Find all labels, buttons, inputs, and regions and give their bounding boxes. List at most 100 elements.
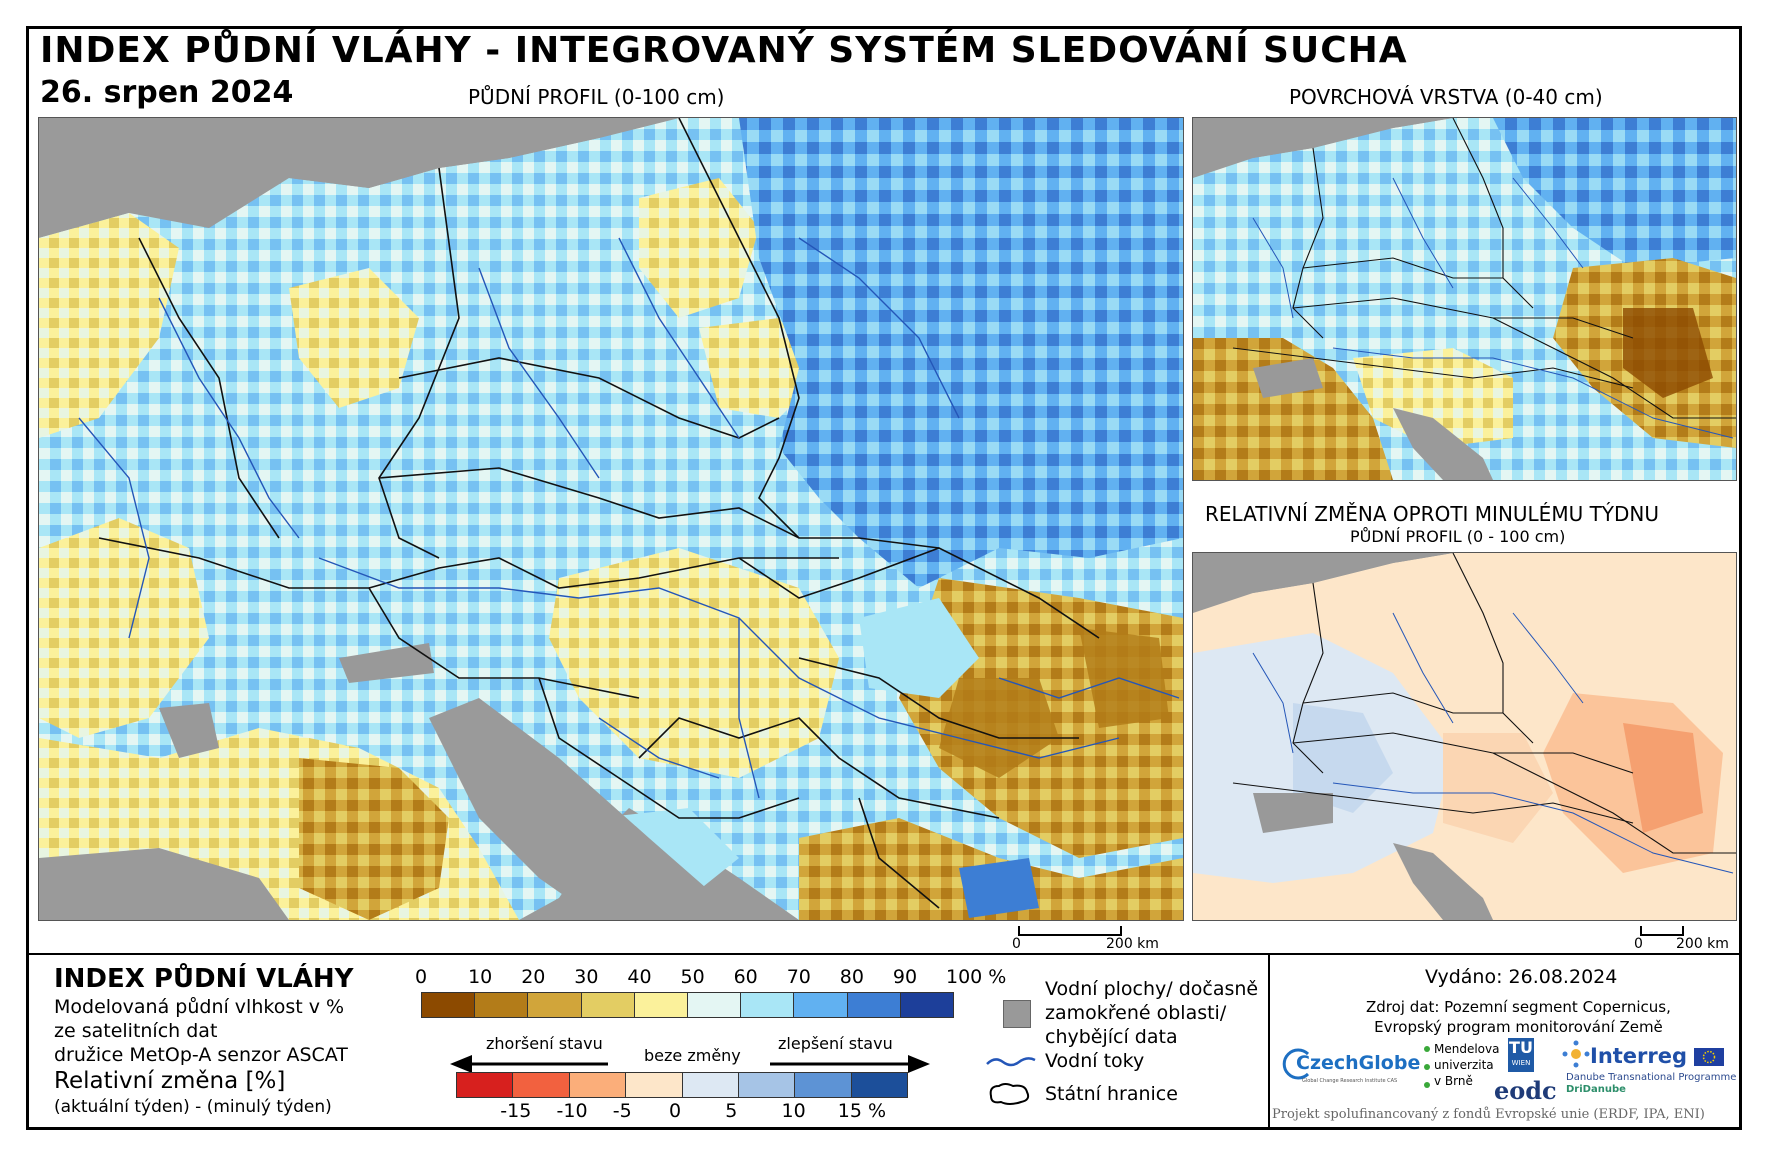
worse-arrow-icon [450,1055,608,1073]
river-line-icon [986,1057,1036,1067]
scalebar-end: 200 km [1676,936,1729,952]
tick-label: 90 [892,966,918,988]
tick-label: -10 [556,1100,588,1122]
change-tick-labels: -15 -10 -5 0 5 10 15 % [456,1100,936,1124]
source-line-2: Evropský program monitorování Země [1374,1018,1663,1036]
border-outline-icon [989,1083,1030,1105]
page-title: INDEX PŮDNÍ VLÁHY - INTEGROVANÝ SYSTÉM S… [40,30,1408,71]
relative-change-map [1192,552,1737,921]
tu-text: TU [1509,1038,1533,1057]
tick-label: 0 [415,966,428,988]
colorbar-swatch [626,1073,683,1097]
mendel-line-2: univerzita [1434,1058,1494,1072]
change-legend-title: Relativní změna [%] [54,1068,286,1094]
tick-label: 10 [468,966,493,988]
nochange-label: beze změny [644,1046,741,1065]
rivers-key: Vodní toky [1045,1050,1145,1072]
surface-panel-label: POVRCHOVÁ VRSTVA (0-40 cm) [1289,85,1603,109]
tick-label: 50 [680,966,705,988]
czechglobe-swirl-icon [1282,1048,1310,1080]
tick-label: 15 % [837,1100,887,1122]
legend-desc-2: ze satelitních dat [54,1020,218,1042]
water-key-line2: zamokřené oblasti/ [1045,1002,1227,1024]
interreg-sub-1: Danube Transnational Programme [1566,1072,1737,1083]
tick-label: 5 [725,1100,738,1122]
czechglobe-sub: Global Change Research Institute CAS [1302,1078,1398,1084]
main-map-canvas [39,118,1183,920]
scalebar-start: 0 [1012,936,1021,952]
issued-date: Vydáno: 26.08.2024 [1425,966,1618,988]
moisture-tick-labels: 0 10 20 30 40 50 60 70 80 90 100 % [408,966,1008,990]
scalebar-end: 200 km [1106,936,1159,952]
scalebar-start: 0 [1634,936,1643,952]
tick-label: 0 [669,1100,682,1122]
mendel-dot-icon [1424,1064,1430,1070]
mendel-line-3: v Brně [1434,1074,1473,1088]
worse-label: zhoršení stavu [486,1034,603,1053]
main-panel-label: PŮDNÍ PROFIL (0-100 cm) [468,85,725,109]
surface-layer-map [1192,117,1737,481]
interreg-logo: Interreg Danube Transnational Programme … [1562,1040,1742,1100]
tick-label: 60 [733,966,758,988]
colorbar-swatch [794,993,848,1017]
tick-label: -15 [500,1100,532,1122]
tick-label: -5 [612,1100,632,1122]
tick-label: 100 % [946,966,1007,988]
legend-divider [29,953,1739,955]
change-colorbar [456,1072,908,1098]
mendel-line-1: Mendelova [1434,1042,1500,1056]
tu-wien-logo: TU WIEN [1508,1038,1534,1072]
eodc-logo: eodc [1494,1076,1557,1105]
water-key-line1: Vodní plochy/ dočasně [1045,978,1259,1000]
czechglobe-name: CzechGlobe [1296,1052,1421,1074]
info-divider [1268,953,1270,1127]
colorbar-swatch [634,993,689,1017]
scalebar-line [1640,926,1684,936]
surface-scalebar: 0 200 km [1632,926,1732,952]
change-direction-row: zhoršení stavu beze změny zlepšení stavu [450,1030,930,1073]
funding-footer: Projekt spolufinancovaný z fondů Evropsk… [1272,1107,1705,1122]
mendel-dot-icon [1424,1082,1430,1088]
source-line-1: Zdroj dat: Pozemní segment Copernicus, [1366,998,1671,1016]
colorbar-swatch [513,1073,570,1097]
borders-key: Státní hranice [1045,1083,1178,1105]
colorbar-swatch [847,993,901,1017]
colorbar-swatch [795,1073,852,1097]
interreg-sun-icon [1562,1040,1590,1068]
tick-label: 30 [574,966,599,988]
main-scalebar: 0 200 km [1010,926,1160,952]
colorbar-swatch [528,993,582,1017]
scalebar-line [1018,926,1122,936]
interreg-name: Interreg [1590,1044,1688,1068]
czechglobe-logo: CzechGlobe Global Change Research Instit… [1278,1044,1421,1092]
change-panel-sublabel: PŮDNÍ PROFIL (0 - 100 cm) [1350,527,1566,546]
tu-sub: WIEN [1511,1059,1531,1067]
better-arrow-icon [770,1055,930,1073]
tick-label: 70 [786,966,811,988]
colorbar-swatch [422,993,476,1017]
tick-label: 10 [781,1100,806,1122]
colorbar-swatch [851,1073,907,1097]
data-source: Zdroj dat: Pozemní segment Copernicus, E… [1366,997,1671,1037]
issue-date-heading: 26. srpen 2024 [40,75,294,110]
colorbar-swatch [900,993,954,1017]
colorbar-swatch [569,1073,627,1097]
tick-label: 80 [839,966,864,988]
tick-label: 40 [627,966,652,988]
legend-title: INDEX PŮDNÍ VLÁHY [54,964,354,994]
legend-desc-1: Modelovaná půdní vlhkost v % [54,996,345,1018]
colorbar-swatch [457,1073,514,1097]
missing-data-swatch [1003,1000,1031,1028]
water-key-line3: chybějící data [1045,1026,1178,1048]
colorbar-swatch [738,1073,796,1097]
better-label: zlepšení stavu [778,1034,893,1053]
surface-map-canvas [1193,118,1736,480]
legend-desc-3: družice MetOp-A senzor ASCAT [54,1044,348,1066]
change-panel-label: RELATIVNÍ ZMĚNA OPROTI MINULÉMU TÝDNU [1205,502,1660,526]
change-legend-desc: (aktuální týden) - (minulý týden) [54,1097,332,1117]
colorbar-swatch [682,1073,739,1097]
mendel-dot-icon [1424,1046,1430,1052]
eu-stars-icon [1702,1050,1716,1064]
eu-flag-icon [1694,1048,1724,1066]
moisture-colorbar [421,992,954,1018]
